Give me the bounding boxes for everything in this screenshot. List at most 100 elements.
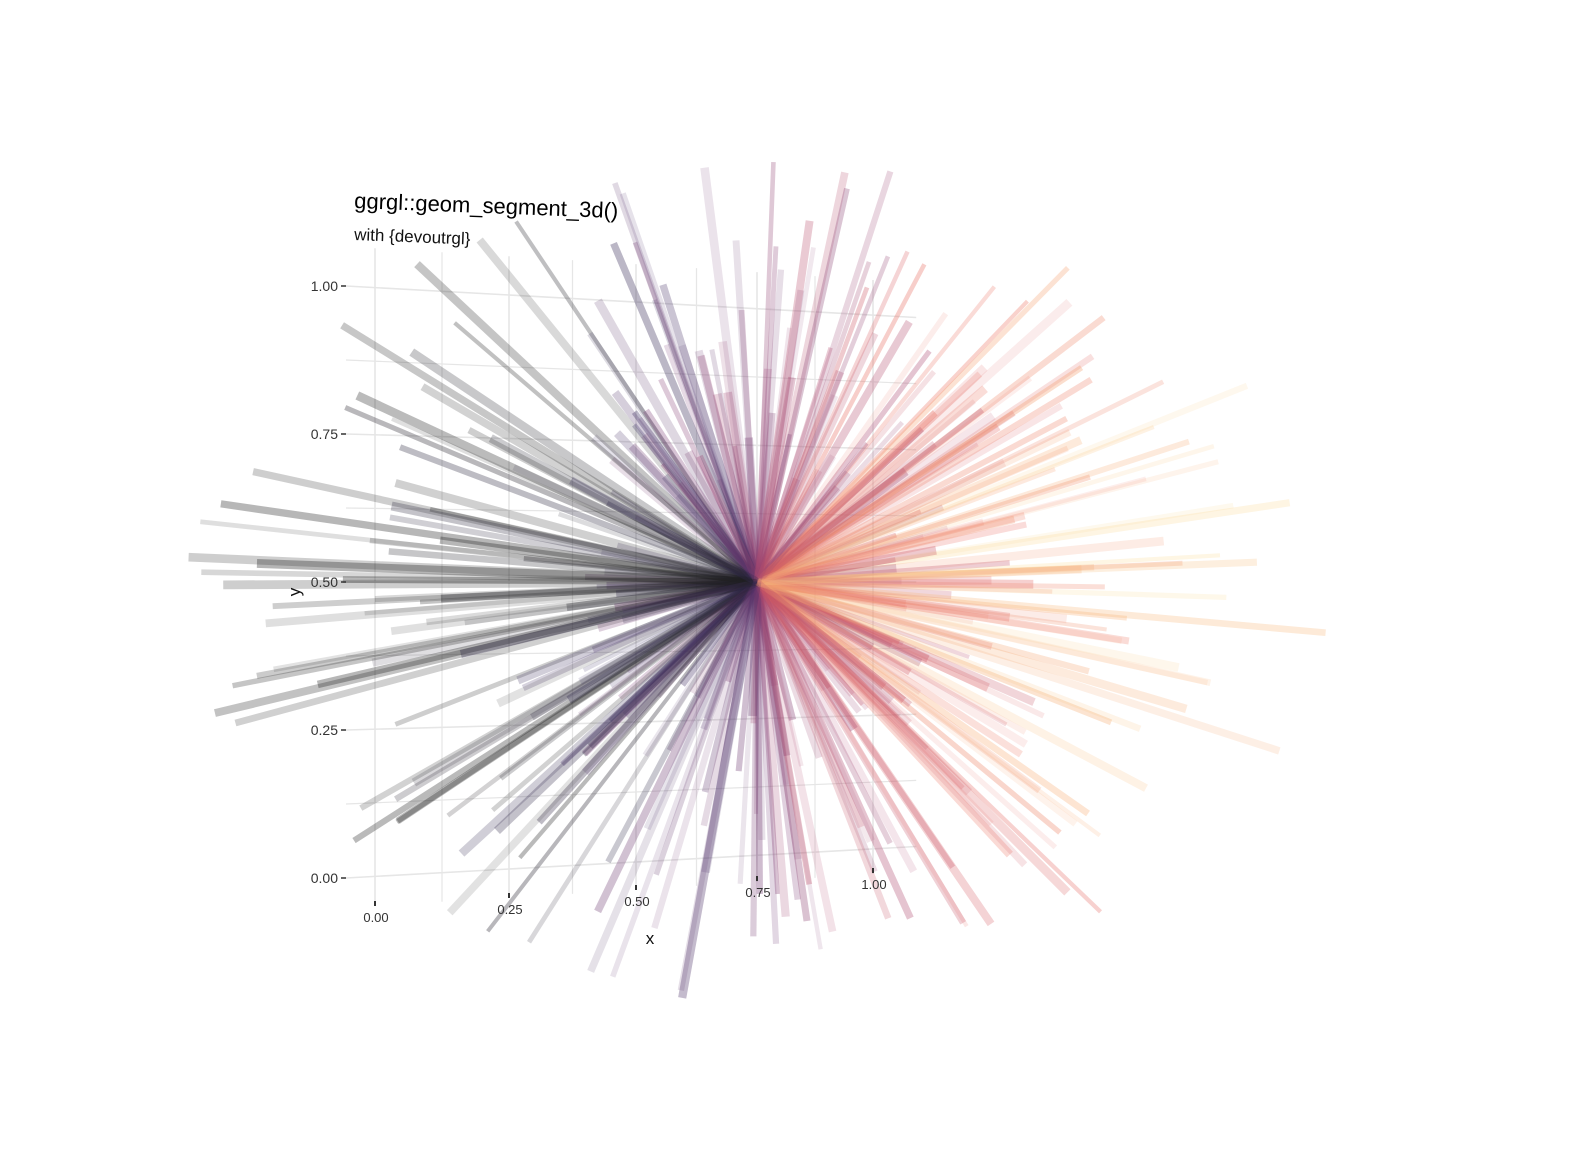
segment — [757, 579, 1053, 594]
grid-line-horizontal — [345, 647, 917, 657]
segment — [755, 579, 922, 695]
segment — [755, 399, 976, 584]
segment — [750, 581, 761, 724]
segment — [755, 407, 985, 585]
segment — [678, 481, 760, 584]
segment — [756, 577, 1068, 624]
segment — [755, 580, 969, 928]
segment — [754, 578, 1071, 896]
segment — [754, 578, 973, 796]
grid-lines — [345, 248, 917, 906]
segment — [725, 581, 761, 683]
segment — [439, 536, 758, 586]
segment — [697, 354, 761, 583]
segment — [560, 580, 760, 767]
segment — [514, 220, 760, 584]
segment — [374, 578, 758, 603]
segment — [587, 331, 760, 584]
segment — [755, 299, 1029, 584]
segment — [754, 364, 988, 586]
segment — [587, 578, 759, 624]
segment — [755, 581, 804, 767]
segment — [608, 580, 759, 723]
segment — [536, 579, 760, 825]
segment — [594, 580, 761, 914]
segment — [188, 552, 758, 587]
segment — [755, 578, 923, 667]
segment — [651, 299, 760, 583]
segment — [754, 580, 967, 925]
segment — [755, 410, 1016, 585]
segment — [753, 580, 875, 843]
segment — [756, 580, 970, 660]
segment — [214, 578, 759, 717]
segment — [606, 578, 758, 590]
segment — [756, 580, 1102, 838]
segment — [757, 577, 1034, 589]
segment — [754, 298, 1073, 586]
segment — [757, 578, 1326, 637]
segment — [755, 377, 1093, 585]
segment — [757, 577, 902, 586]
y-axis-title: y — [285, 587, 304, 596]
segment — [755, 285, 997, 584]
segment — [756, 502, 1234, 585]
segment — [566, 578, 760, 704]
segment — [755, 347, 833, 583]
segment — [371, 577, 759, 667]
segment — [265, 578, 758, 628]
segment — [754, 580, 878, 873]
segment — [755, 580, 1058, 850]
y-tick-label: 0.25 — [311, 722, 338, 738]
segment — [467, 427, 759, 585]
segment — [753, 581, 779, 687]
segment — [753, 580, 823, 759]
segment — [755, 581, 780, 895]
segment — [757, 576, 992, 587]
segment — [756, 532, 897, 585]
segment — [597, 578, 759, 632]
chart-title: ggrgl::geom_segment_3d() — [354, 188, 619, 223]
segment — [632, 241, 760, 583]
segment — [590, 434, 761, 586]
segment — [754, 394, 839, 584]
y-tick-label: 0.50 — [311, 574, 338, 590]
x-tick-label: 0.50 — [624, 894, 649, 909]
x-tick-label: 0.25 — [497, 902, 522, 917]
segment — [643, 580, 761, 831]
segment — [754, 410, 938, 585]
segment — [753, 579, 858, 732]
segment — [609, 579, 759, 689]
segment — [754, 485, 841, 585]
segment — [754, 579, 994, 827]
segment — [756, 577, 1188, 713]
segment — [754, 580, 914, 920]
segment — [409, 348, 760, 586]
segment — [754, 187, 850, 583]
segment — [609, 456, 761, 586]
segment — [610, 489, 759, 584]
grid-line-horizontal — [345, 507, 917, 517]
segment — [755, 261, 872, 583]
segment — [755, 420, 905, 584]
segment — [755, 579, 913, 707]
segment — [744, 437, 762, 583]
segment — [754, 246, 779, 583]
segment — [642, 580, 760, 758]
segment — [753, 581, 803, 860]
segment — [494, 578, 761, 834]
grid-line-horizontal — [345, 779, 917, 805]
segment — [610, 241, 761, 584]
segment — [200, 519, 758, 585]
segment — [754, 412, 996, 586]
segment — [605, 500, 759, 585]
segment — [342, 576, 758, 586]
segment — [755, 265, 1070, 584]
segment — [600, 549, 758, 586]
segment — [754, 170, 894, 583]
segment — [755, 426, 925, 585]
segment — [395, 579, 760, 824]
segment — [578, 580, 759, 717]
segment — [755, 315, 1106, 585]
segment — [754, 269, 785, 583]
